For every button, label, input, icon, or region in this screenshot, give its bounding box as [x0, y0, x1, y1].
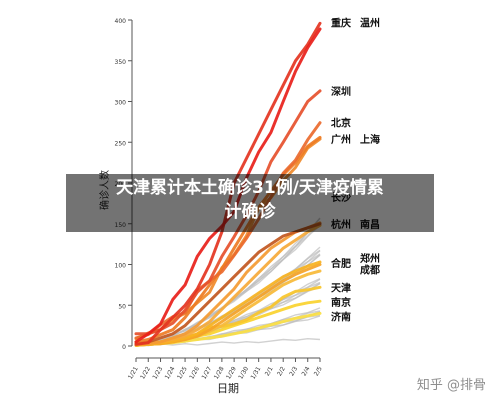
- series-label-温州: 温州: [360, 16, 380, 29]
- y-tick-label: 400: [115, 18, 127, 25]
- watermark: 知乎 @排骨: [416, 378, 486, 393]
- direct-labels: 重庆温州深圳北京广州上海长沙杭州南昌合肥郑州成都天津南京济南: [330, 16, 380, 323]
- series-line-杭州: [134, 221, 322, 346]
- series-label-广州: 广州: [331, 133, 351, 146]
- series-line-上海: [134, 137, 322, 341]
- series-label-南京: 南京: [331, 296, 351, 309]
- series-line-长沙: [134, 222, 322, 346]
- y-tick-label: 50: [118, 303, 126, 310]
- x-tick-label: 1/21: [127, 365, 140, 380]
- x-tick-label: 1/24: [164, 365, 177, 380]
- x-tick-label: 2/2: [276, 365, 287, 377]
- x-tick-label: 1/22: [139, 365, 152, 380]
- y-tick-label: 100: [115, 263, 127, 270]
- x-tick-label: 1/31: [250, 365, 263, 380]
- series-lines: [134, 21, 322, 347]
- x-tick-label: 1/23: [151, 365, 164, 380]
- headline-banner: [66, 174, 434, 232]
- x-tick-label: 2/1: [264, 365, 275, 377]
- x-tick-label: 1/28: [213, 365, 226, 380]
- x-tick-label: 1/27: [201, 365, 214, 380]
- y-tick-label: 300: [115, 100, 127, 107]
- series-label-重庆: 重庆: [331, 16, 351, 29]
- y-tick-label: 350: [115, 59, 127, 66]
- x-tick-label: 1/30: [237, 365, 250, 380]
- series-line-广州: [134, 135, 322, 344]
- series-label-上海: 上海: [360, 133, 380, 146]
- series-label-深圳: 深圳: [331, 85, 351, 98]
- series-label-合肥: 合肥: [330, 257, 351, 270]
- x-tick-label: 2/3: [288, 365, 299, 377]
- series-label-郑州: 郑州: [360, 252, 380, 265]
- x-tick-label: 1/25: [176, 365, 189, 380]
- series-label-济南: 济南: [331, 311, 351, 324]
- y-tick-label: 250: [115, 140, 127, 147]
- x-tick-label: 2/5: [313, 365, 324, 377]
- series-label-北京: 北京: [331, 117, 351, 130]
- series-label-天津: 天津: [331, 281, 351, 294]
- series-line-深圳: [134, 89, 322, 336]
- x-tick-label: 2/4: [301, 365, 312, 377]
- x-axis-label: 日期: [217, 382, 239, 395]
- y-tick-label: 0: [122, 344, 126, 351]
- headline-line-1: 天津累计本土确诊31例/天津疫情累: [116, 178, 384, 198]
- series-label-成都: 成都: [360, 263, 380, 276]
- x-tick-label: 1/26: [188, 365, 201, 380]
- headline-line-2: 计确诊: [224, 202, 276, 222]
- series-line-北京: [134, 121, 322, 340]
- x-tick-label: 1/29: [225, 365, 238, 380]
- headline-text: 天津累计本土确诊31例/天津疫情累 计确诊: [66, 176, 434, 224]
